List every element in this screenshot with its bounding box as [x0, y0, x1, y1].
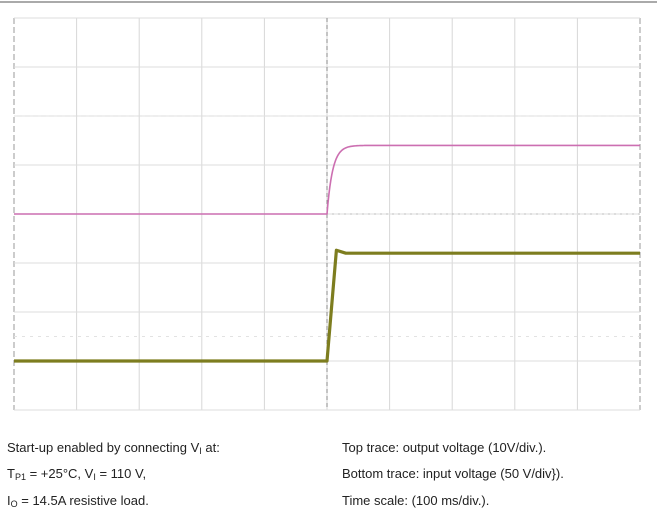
caption-text: = 14.5A resistive load.: [17, 493, 149, 508]
caption-right-line-2: Bottom trace: input voltage (50 V/div}).: [342, 466, 564, 481]
caption-left-line-2: TP1 = +25°C, VI = 110 V,: [7, 466, 146, 485]
caption-subscript: I: [93, 472, 96, 482]
caption-subscript: I: [199, 446, 202, 456]
caption-left-line-1: Start-up enabled by connecting VI at:: [7, 440, 220, 459]
caption-subscript: P1: [14, 472, 26, 482]
caption-text: = +25°C, V: [25, 466, 94, 481]
input-voltage-trace: [14, 248, 640, 363]
caption-text: Start-up enabled by connecting V: [7, 440, 200, 455]
caption-left-line-3: IO = 14.5A resistive load.: [7, 493, 149, 512]
output-voltage-trace: [14, 144, 641, 215]
caption-text: I: [7, 493, 11, 508]
caption-right-line-1: Top trace: output voltage (10V/div.).: [342, 440, 547, 455]
caption-text: = 110 V,: [95, 466, 147, 481]
caption-subscript: O: [10, 499, 18, 509]
caption-text: at:: [201, 440, 220, 455]
oscilloscope-plot: [0, 1, 657, 411]
caption-right-line-3: Time scale: (100 ms/div.).: [342, 493, 490, 508]
caption-text: T: [7, 466, 15, 481]
